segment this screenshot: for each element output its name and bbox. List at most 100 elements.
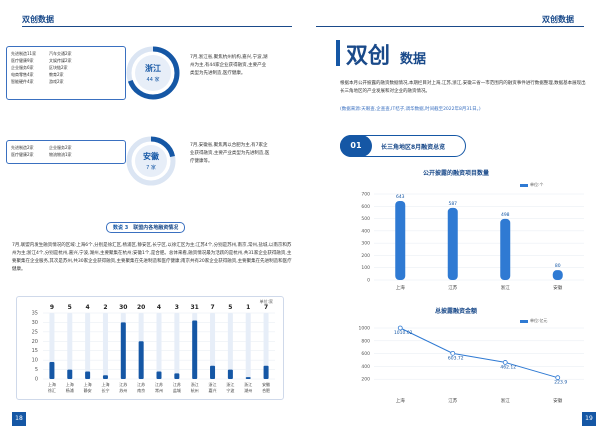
section1-title: 长三角地区8月融资总览 — [381, 144, 446, 151]
y-tick-label: 25 — [32, 329, 38, 335]
zhejiang-tags-col1: 先进制造11家 医疗健康9家 企业服务6家 电商零售4家 智能硬件4家 — [11, 50, 36, 85]
bar — [67, 369, 73, 379]
x-tick-label: 安徽 — [262, 381, 270, 387]
y-tick-label: 200 — [361, 377, 370, 383]
series-line — [400, 327, 558, 379]
x-tick-label: 静安 — [84, 387, 92, 393]
right-page: 双创数据 双创 数据 根据本月公开披露的融资数据情况,本期栏目对上海,江苏,浙江… — [304, 0, 608, 430]
chart2-unit: 单位:亿元 — [530, 318, 548, 323]
bar-value-label: 80 — [555, 263, 561, 269]
x-tick-label: 上海 — [66, 381, 74, 387]
anhui-tag: 医疗健康2家 — [11, 152, 34, 157]
y-tick-label: 20 — [32, 339, 38, 345]
chart1-title: 公开披露的融资项目数量 — [422, 170, 489, 177]
anhui-tags-box: 先进制造2家 医疗健康2家 企业服务2家 物流物流1家 — [6, 140, 126, 164]
bar-track — [210, 313, 216, 379]
y-tick-label: 400 — [361, 228, 370, 234]
x-tick-label: 上海 — [48, 381, 56, 387]
chart2-title: 总披露融资金额 — [434, 308, 477, 315]
region-chart-unit: 单位:家 — [259, 299, 273, 304]
bar-track — [245, 313, 251, 379]
point-value-label: 603.72 — [448, 355, 464, 361]
y-tick-label: 15 — [32, 348, 38, 354]
section3-title-pill: 数说 3 联盟内各地融资情况 — [106, 222, 186, 233]
y-tick-label: 0 — [35, 377, 38, 383]
bar-value-label: 498 — [501, 212, 510, 218]
anhui-ring: 安徽 7 家 — [126, 136, 176, 186]
chart1-legend-swatch — [520, 183, 528, 187]
zhejiang-tags-box: 先进制造11家 医疗健康9家 企业服务6家 电商零售4家 智能硬件4家 汽车交通… — [6, 46, 126, 100]
x-tick-label: 宁波 — [226, 387, 234, 393]
bar-track — [156, 313, 162, 379]
anhui-tag: 物流物流1家 — [49, 152, 72, 157]
y-tick-label: 30 — [32, 320, 38, 326]
section1-pill: 01 长三角地区8月融资总览 — [340, 135, 466, 157]
right-header-title: 双创数据 — [542, 15, 574, 24]
bar-value-label: 5 — [228, 304, 232, 311]
bar — [227, 369, 233, 379]
bar-value-label: 587 — [448, 201, 457, 207]
left-page-number: 18 — [12, 412, 26, 426]
bar — [156, 371, 162, 379]
y-tick-label: 35 — [32, 311, 38, 317]
intro-text: 根据本月公开披露的融资数据情况,本期栏目对上海,江苏,浙江,安徽三省一市范围内的… — [340, 81, 586, 94]
x-tick-label: 嘉兴 — [209, 387, 217, 393]
bar — [210, 365, 216, 379]
y-tick-label: 0 — [367, 278, 370, 284]
y-tick-label: 200 — [361, 253, 370, 259]
section3-label: 数说 3 — [113, 225, 129, 231]
zhejiang-tags-col2: 汽车交通2家 文娱传媒2家 区块链2家 教育2家 游戏2家 — [49, 50, 72, 85]
y-tick-label: 10 — [32, 358, 38, 364]
y-tick-label: 800 — [361, 338, 370, 344]
x-tick-label: 浙江 — [501, 397, 510, 404]
zhejiang-desc: 7月,浙江省,聚焦杭州机构,嘉兴,宁波,湖州为主,有44家企业获得融资,主要产业… — [190, 55, 268, 76]
x-tick-label: 上海 — [84, 381, 92, 387]
x-tick-label: 安徽 — [553, 397, 562, 404]
bar-value-label: 3 — [175, 304, 179, 311]
province-amount-chart: 200 400 600 800 1000 1010.02 上海 603.72 江苏 462.12 浙… — [359, 326, 584, 404]
zhejiang-tag: 医疗健康9家 — [11, 58, 34, 63]
chart1-legend: 单位:个 — [520, 182, 543, 188]
right-header: 双创数据 — [304, 0, 608, 30]
big-title-sub: 数据 — [400, 52, 427, 67]
x-tick-label: 浙江 — [226, 381, 234, 387]
y-tick-label: 5 — [35, 367, 38, 373]
source-text: (数据来源:天眼查,企查查,IT桔子,调华数据,时间截至2022年8月31日。) — [340, 107, 481, 112]
bar — [500, 218, 511, 280]
title-accent-bar — [336, 40, 340, 66]
bar-track — [85, 313, 91, 379]
bar — [395, 201, 406, 280]
zhejiang-tag: 游戏2家 — [49, 79, 64, 84]
bar-value-label: 643 — [396, 194, 405, 200]
section3-body: 7月,联盟内发生融资情况的区域:上海6个,分别是徐汇区,杨浦区,静安区,长宁区,… — [12, 243, 292, 272]
x-tick-label: 浙江 — [191, 381, 199, 387]
zhejiang-tag: 先进制造11家 — [11, 51, 37, 56]
left-header-title: 双创数据 — [22, 15, 54, 24]
bar-value-label: 31 — [191, 304, 199, 311]
zhejiang-tag: 电商零售4家 — [11, 72, 34, 77]
point-value-label: 223.9 — [554, 380, 567, 386]
bar-track — [67, 313, 73, 379]
point-value-label: 1010.02 — [394, 330, 413, 336]
bar-track — [227, 313, 233, 379]
x-tick-label: 上海 — [101, 381, 109, 387]
x-tick-label: 南京 — [137, 387, 145, 393]
anhui-count: 7 家 — [146, 165, 156, 171]
bar-value-label: 20 — [137, 304, 145, 311]
x-tick-label: 上海 — [396, 397, 405, 404]
zhejiang-ring: 浙江 44 家 — [126, 46, 180, 100]
bar — [245, 377, 251, 379]
x-tick-label: 苏州 — [119, 387, 127, 393]
region-bar-chart: 051015202530359上海徐汇5上海杨浦4上海静安2上海长宁30江苏苏州… — [32, 304, 275, 393]
bar-value-label: 4 — [86, 304, 90, 311]
bar — [120, 322, 126, 379]
line-point — [502, 360, 508, 365]
x-tick-label: 江苏 — [119, 381, 127, 387]
x-tick-label: 江苏 — [173, 381, 181, 387]
bar-value-label: 2 — [103, 304, 107, 311]
section1-number: 01 — [340, 135, 372, 157]
bar-track — [174, 313, 180, 379]
anhui-tags-col2: 企业服务2家 物流物流1家 — [49, 144, 72, 158]
x-tick-label: 徐汇 — [48, 387, 56, 393]
bar-value-label: 4 — [157, 304, 161, 311]
